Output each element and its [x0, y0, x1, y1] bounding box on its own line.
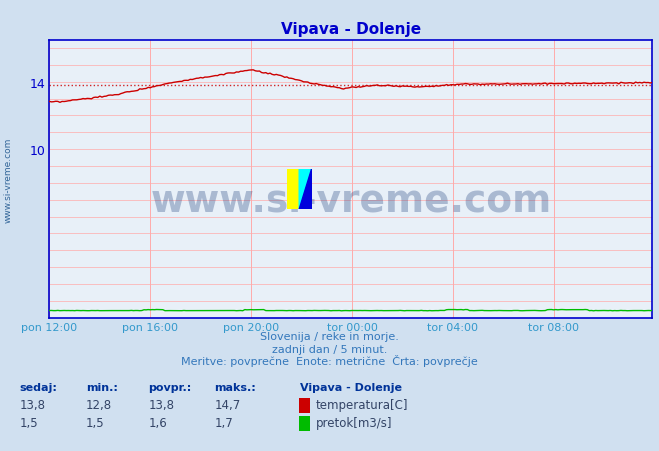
Polygon shape: [299, 169, 312, 210]
Title: Vipava - Dolenje: Vipava - Dolenje: [281, 22, 421, 37]
Text: www.si-vreme.com: www.si-vreme.com: [150, 184, 552, 220]
Text: pretok[m3/s]: pretok[m3/s]: [316, 416, 392, 429]
Text: 1,7: 1,7: [214, 416, 233, 429]
Text: 14,7: 14,7: [214, 398, 241, 411]
Text: 1,5: 1,5: [86, 416, 104, 429]
Text: temperatura[C]: temperatura[C]: [316, 398, 408, 411]
Text: 1,6: 1,6: [148, 416, 167, 429]
Text: Meritve: povprečne  Enote: metrične  Črta: povprečje: Meritve: povprečne Enote: metrične Črta:…: [181, 354, 478, 366]
Text: povpr.:: povpr.:: [148, 382, 192, 392]
Bar: [287, 169, 299, 210]
Text: 13,8: 13,8: [148, 398, 174, 411]
Polygon shape: [299, 169, 312, 210]
Text: 13,8: 13,8: [20, 398, 45, 411]
Text: Slovenija / reke in morje.: Slovenija / reke in morje.: [260, 331, 399, 341]
Text: zadnji dan / 5 minut.: zadnji dan / 5 minut.: [272, 344, 387, 354]
Text: min.:: min.:: [86, 382, 117, 392]
Text: Vipava - Dolenje: Vipava - Dolenje: [300, 382, 402, 392]
Text: sedaj:: sedaj:: [20, 382, 57, 392]
Text: 12,8: 12,8: [86, 398, 112, 411]
Text: 1,5: 1,5: [20, 416, 38, 429]
Text: www.si-vreme.com: www.si-vreme.com: [3, 138, 13, 223]
Text: maks.:: maks.:: [214, 382, 256, 392]
